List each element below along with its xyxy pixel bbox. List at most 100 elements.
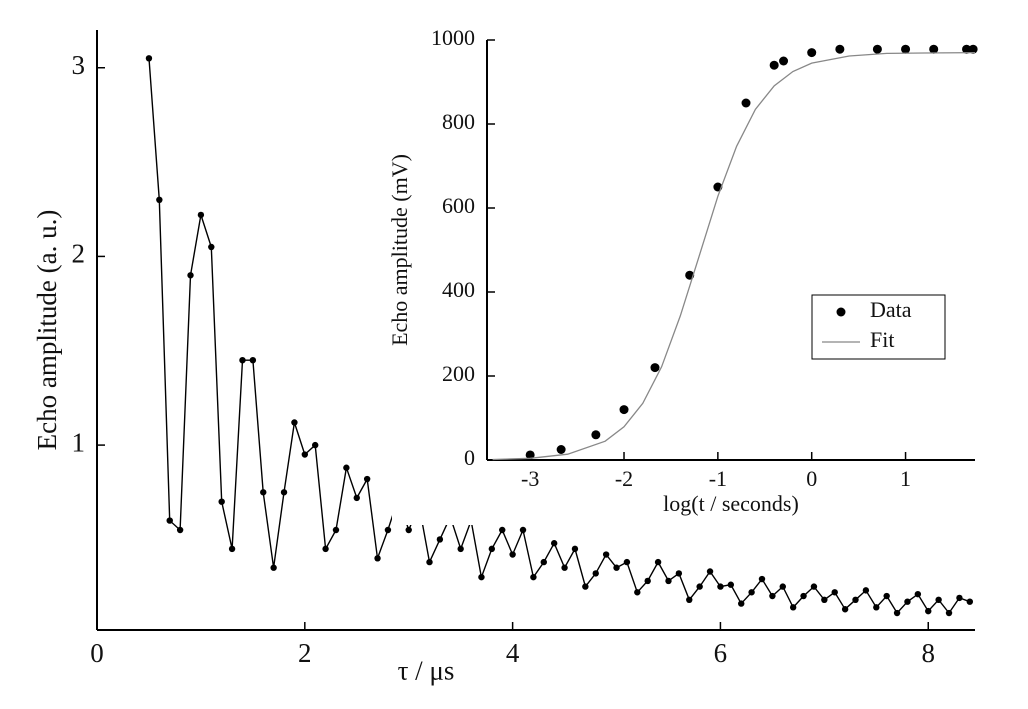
y-tick-label: 200 — [442, 361, 475, 386]
data-point — [779, 56, 789, 66]
data-point — [650, 363, 660, 373]
x-tick-label: 0 — [90, 638, 104, 668]
data-point — [280, 489, 288, 496]
x-tick-label: -3 — [521, 466, 539, 491]
y-tick-label: 600 — [442, 193, 475, 218]
legend-swatch — [836, 307, 846, 317]
data-point — [156, 196, 163, 204]
data-point — [187, 272, 194, 279]
data-point — [405, 526, 412, 534]
data-point — [893, 609, 901, 617]
data-point — [789, 604, 797, 611]
data-point — [835, 44, 845, 54]
data-point — [556, 445, 566, 454]
data-point — [322, 545, 329, 553]
data-point — [208, 243, 215, 251]
data-point — [571, 545, 579, 553]
data-point — [831, 589, 838, 596]
data-point — [841, 606, 849, 613]
data-point — [591, 430, 601, 440]
data-point — [550, 540, 558, 547]
data-point — [966, 598, 974, 605]
data-point — [748, 589, 755, 596]
data-point — [228, 545, 236, 553]
data-point — [363, 475, 371, 483]
y-axis-label: Echo amplitude (mV) — [387, 154, 412, 346]
data-point — [436, 536, 444, 543]
data-point — [166, 517, 173, 524]
data-point — [260, 489, 267, 496]
data-point — [945, 609, 953, 617]
data-point — [499, 526, 506, 534]
data-point — [956, 594, 963, 602]
data-point — [634, 589, 641, 596]
data-point — [769, 592, 776, 600]
x-tick-label: 2 — [298, 638, 312, 668]
data-point — [457, 545, 464, 553]
data-point — [488, 545, 496, 553]
data-point — [883, 592, 890, 600]
legend-label: Fit — [870, 327, 894, 352]
data-point — [602, 551, 610, 558]
data-point — [872, 44, 882, 54]
data-point — [540, 558, 547, 566]
data-point — [675, 570, 683, 577]
data-point — [968, 44, 978, 54]
legend-box — [811, 294, 946, 360]
data-point — [249, 356, 257, 364]
data-point — [530, 573, 537, 581]
legend-label: Data — [870, 297, 912, 322]
y-axis-label: Echo amplitude (a. u.) — [32, 210, 62, 451]
data-point — [197, 211, 205, 219]
data-point — [509, 551, 516, 558]
data-point — [779, 583, 786, 590]
x-tick-label: 6 — [714, 638, 728, 668]
fit-line — [492, 51, 976, 461]
data-point — [218, 498, 225, 505]
y-tick-label: 800 — [442, 109, 475, 134]
data-point — [962, 44, 972, 54]
data-point — [525, 450, 535, 460]
data-point — [332, 526, 340, 534]
data-point — [291, 419, 298, 426]
data-point — [706, 568, 714, 575]
data-point — [239, 356, 246, 364]
data-point — [717, 583, 724, 590]
data-point — [904, 598, 911, 605]
data-point — [619, 405, 629, 415]
data-point — [426, 558, 433, 566]
y-tick-label: 3 — [72, 50, 86, 80]
data-point — [312, 441, 319, 449]
data-point — [561, 564, 568, 571]
data-point — [176, 526, 184, 534]
data-point — [519, 526, 527, 534]
data-point — [873, 604, 880, 611]
x-tick-label: 0 — [806, 466, 817, 491]
data-point — [800, 592, 807, 600]
data-point — [696, 583, 703, 590]
data-point — [613, 564, 620, 571]
data-point — [821, 596, 828, 604]
y-tick-label: 400 — [442, 277, 475, 302]
data-point — [374, 555, 381, 562]
data-point — [758, 575, 766, 583]
data-point — [665, 577, 672, 585]
data-point — [901, 44, 911, 54]
x-axis-label: log(t / seconds) — [663, 491, 799, 516]
x-tick-label: 4 — [506, 638, 520, 668]
x-tick-label: -1 — [709, 466, 727, 491]
data-point — [862, 587, 870, 594]
data-point — [852, 596, 859, 604]
x-axis-label: τ / μs — [398, 655, 455, 685]
data-point — [741, 98, 751, 108]
data-point — [654, 558, 662, 566]
data-point — [914, 590, 922, 598]
x-tick-label: -2 — [615, 466, 633, 491]
data-point — [929, 44, 939, 54]
data-point — [301, 451, 309, 458]
data-point — [343, 464, 350, 471]
data-point — [270, 564, 277, 571]
data-point — [623, 558, 631, 566]
data-point — [145, 55, 153, 62]
